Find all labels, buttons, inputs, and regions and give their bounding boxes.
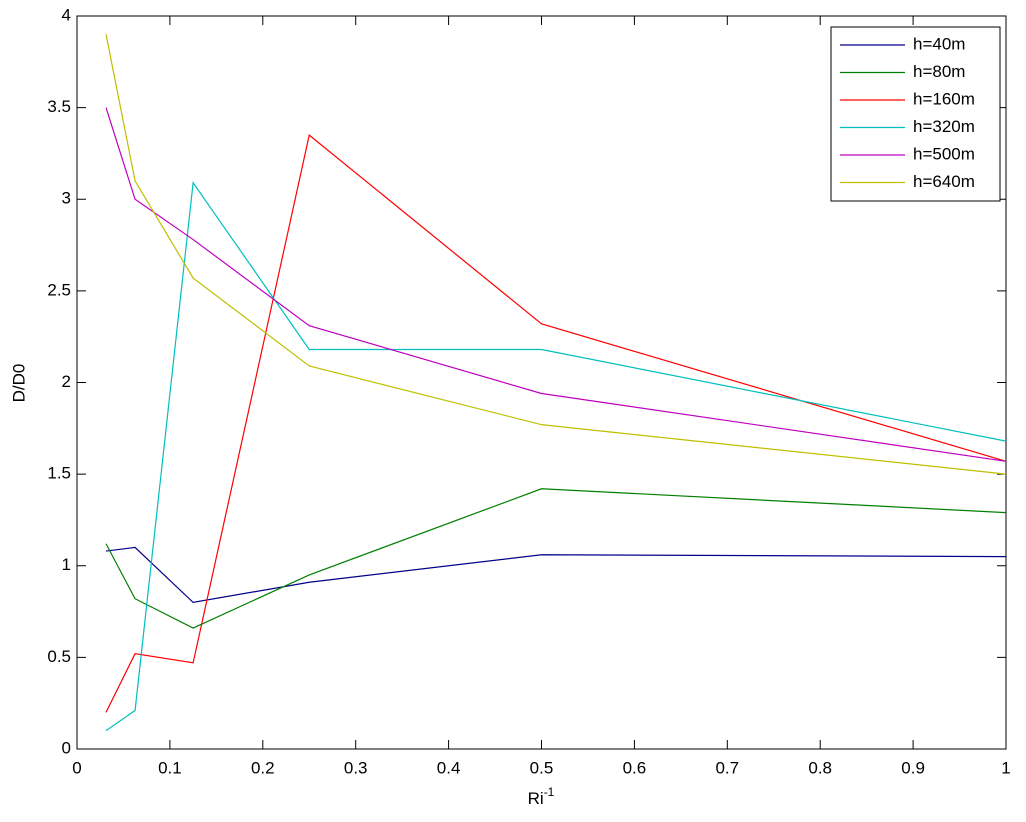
y-tick-label: 1 (62, 555, 71, 574)
x-tick-label: 0.5 (530, 758, 554, 777)
x-tick-label: 0.6 (623, 758, 647, 777)
y-tick-label: 4 (62, 5, 71, 24)
series-line (105, 546, 1007, 604)
x-tick-label: 0.4 (437, 758, 461, 777)
legend: h=40m h=80m h=160m h=320m h=500m h=640m (830, 26, 1001, 202)
legend-label: h=40m (913, 34, 965, 53)
x-tick-label: 0.1 (158, 758, 182, 777)
x-label-base: Ri (528, 789, 544, 808)
x-tick-label: 0 (72, 758, 81, 777)
y-tick-label: 2 (62, 372, 71, 391)
y-tick-label: 3.5 (47, 97, 71, 116)
legend-box (830, 26, 1001, 202)
series-line (105, 488, 1007, 629)
y-tick-label: 3 (62, 189, 71, 208)
x-axis-label: Ri-1 (528, 785, 555, 808)
legend-label: h=500m (913, 144, 975, 163)
y-tick-label: 1.5 (47, 464, 71, 483)
x-tick-label: 1 (1001, 758, 1010, 777)
legend-label: h=80m (913, 62, 965, 81)
x-tick-label: 0.9 (901, 758, 925, 777)
legend-label: h=320m (913, 117, 975, 136)
series-line (105, 134, 1007, 713)
y-tick-label: 0 (62, 738, 71, 757)
series-line (105, 34, 1007, 475)
y-tick-label: 2.5 (47, 280, 71, 299)
x-tick-label: 0.8 (808, 758, 832, 777)
y-axis-label: D/D0 (9, 364, 28, 403)
x-tick-label: 0.3 (344, 758, 368, 777)
x-label-sup: -1 (544, 785, 555, 799)
x-tick-label: 0.2 (251, 758, 275, 777)
legend-label: h=160m (913, 89, 975, 108)
x-tick-label: 0.7 (715, 758, 739, 777)
series-line (105, 107, 1007, 462)
series-line (105, 181, 1007, 732)
legend-label: h=640m (913, 172, 975, 191)
y-tick-label: 0.5 (47, 647, 71, 666)
